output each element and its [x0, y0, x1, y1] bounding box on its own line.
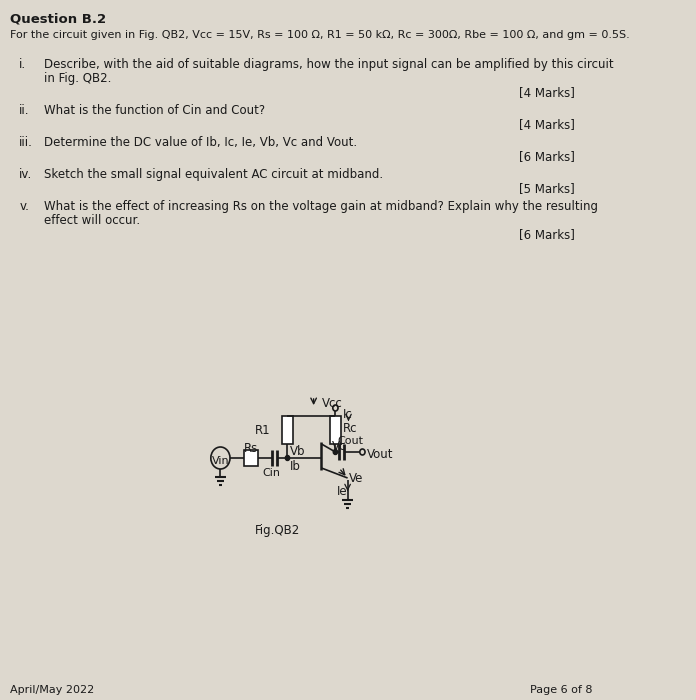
Text: Ve: Ve: [349, 472, 364, 485]
Text: Vc: Vc: [332, 440, 347, 453]
Text: Rc: Rc: [342, 422, 357, 435]
Text: What is the effect of increasing Rs on the voltage gain at midband? Explain why : What is the effect of increasing Rs on t…: [44, 200, 598, 213]
Text: Describe, with the aid of suitable diagrams, how the input signal can be amplifi: Describe, with the aid of suitable diagr…: [44, 58, 613, 71]
Text: v.: v.: [19, 200, 29, 213]
Text: R1: R1: [255, 424, 270, 437]
Text: Vcc: Vcc: [322, 397, 343, 410]
Text: i.: i.: [19, 58, 26, 71]
Text: Cout: Cout: [337, 436, 363, 446]
Text: Vb: Vb: [290, 445, 306, 458]
Text: Ie: Ie: [337, 485, 348, 498]
Text: [6 Marks]: [6 Marks]: [519, 228, 575, 241]
Text: Vin: Vin: [212, 456, 229, 466]
Text: April/May 2022: April/May 2022: [10, 685, 95, 695]
Text: ii.: ii.: [19, 104, 30, 117]
Bar: [244, 450, 258, 466]
Text: Determine the DC value of Ib, Ic, Ie, Vb, Vc and Vout.: Determine the DC value of Ib, Ic, Ie, Vb…: [44, 136, 356, 149]
Text: What is the function of Cin and Cout?: What is the function of Cin and Cout?: [44, 104, 264, 117]
Circle shape: [333, 449, 338, 454]
Text: Page 6 of 8: Page 6 of 8: [530, 685, 592, 695]
Text: Ic: Ic: [342, 408, 352, 421]
Text: Sketch the small signal equivalent AC circuit at midband.: Sketch the small signal equivalent AC ci…: [44, 168, 383, 181]
Text: iv.: iv.: [19, 168, 33, 181]
Text: Ib: Ib: [290, 460, 301, 473]
Text: [4 Marks]: [4 Marks]: [519, 118, 575, 131]
Text: [6 Marks]: [6 Marks]: [519, 150, 575, 163]
Text: Question B.2: Question B.2: [10, 12, 106, 25]
Text: Fig.QB2: Fig.QB2: [255, 524, 301, 537]
Text: [4 Marks]: [4 Marks]: [519, 86, 575, 99]
Bar: [330, 416, 340, 444]
Text: effect will occur.: effect will occur.: [44, 214, 140, 227]
Text: [5 Marks]: [5 Marks]: [519, 182, 575, 195]
Text: For the circuit given in Fig. QB2, Vcc = 15V, Rs = 100 Ω, R1 = 50 kΩ, Rc = 300Ω,: For the circuit given in Fig. QB2, Vcc =…: [10, 30, 630, 40]
Text: Cin: Cin: [263, 468, 280, 478]
Text: Vout: Vout: [367, 448, 393, 461]
Bar: [283, 416, 293, 444]
Text: Rs: Rs: [244, 442, 258, 455]
Text: in Fig. QB2.: in Fig. QB2.: [44, 72, 111, 85]
Text: iii.: iii.: [19, 136, 33, 149]
Circle shape: [285, 456, 290, 461]
